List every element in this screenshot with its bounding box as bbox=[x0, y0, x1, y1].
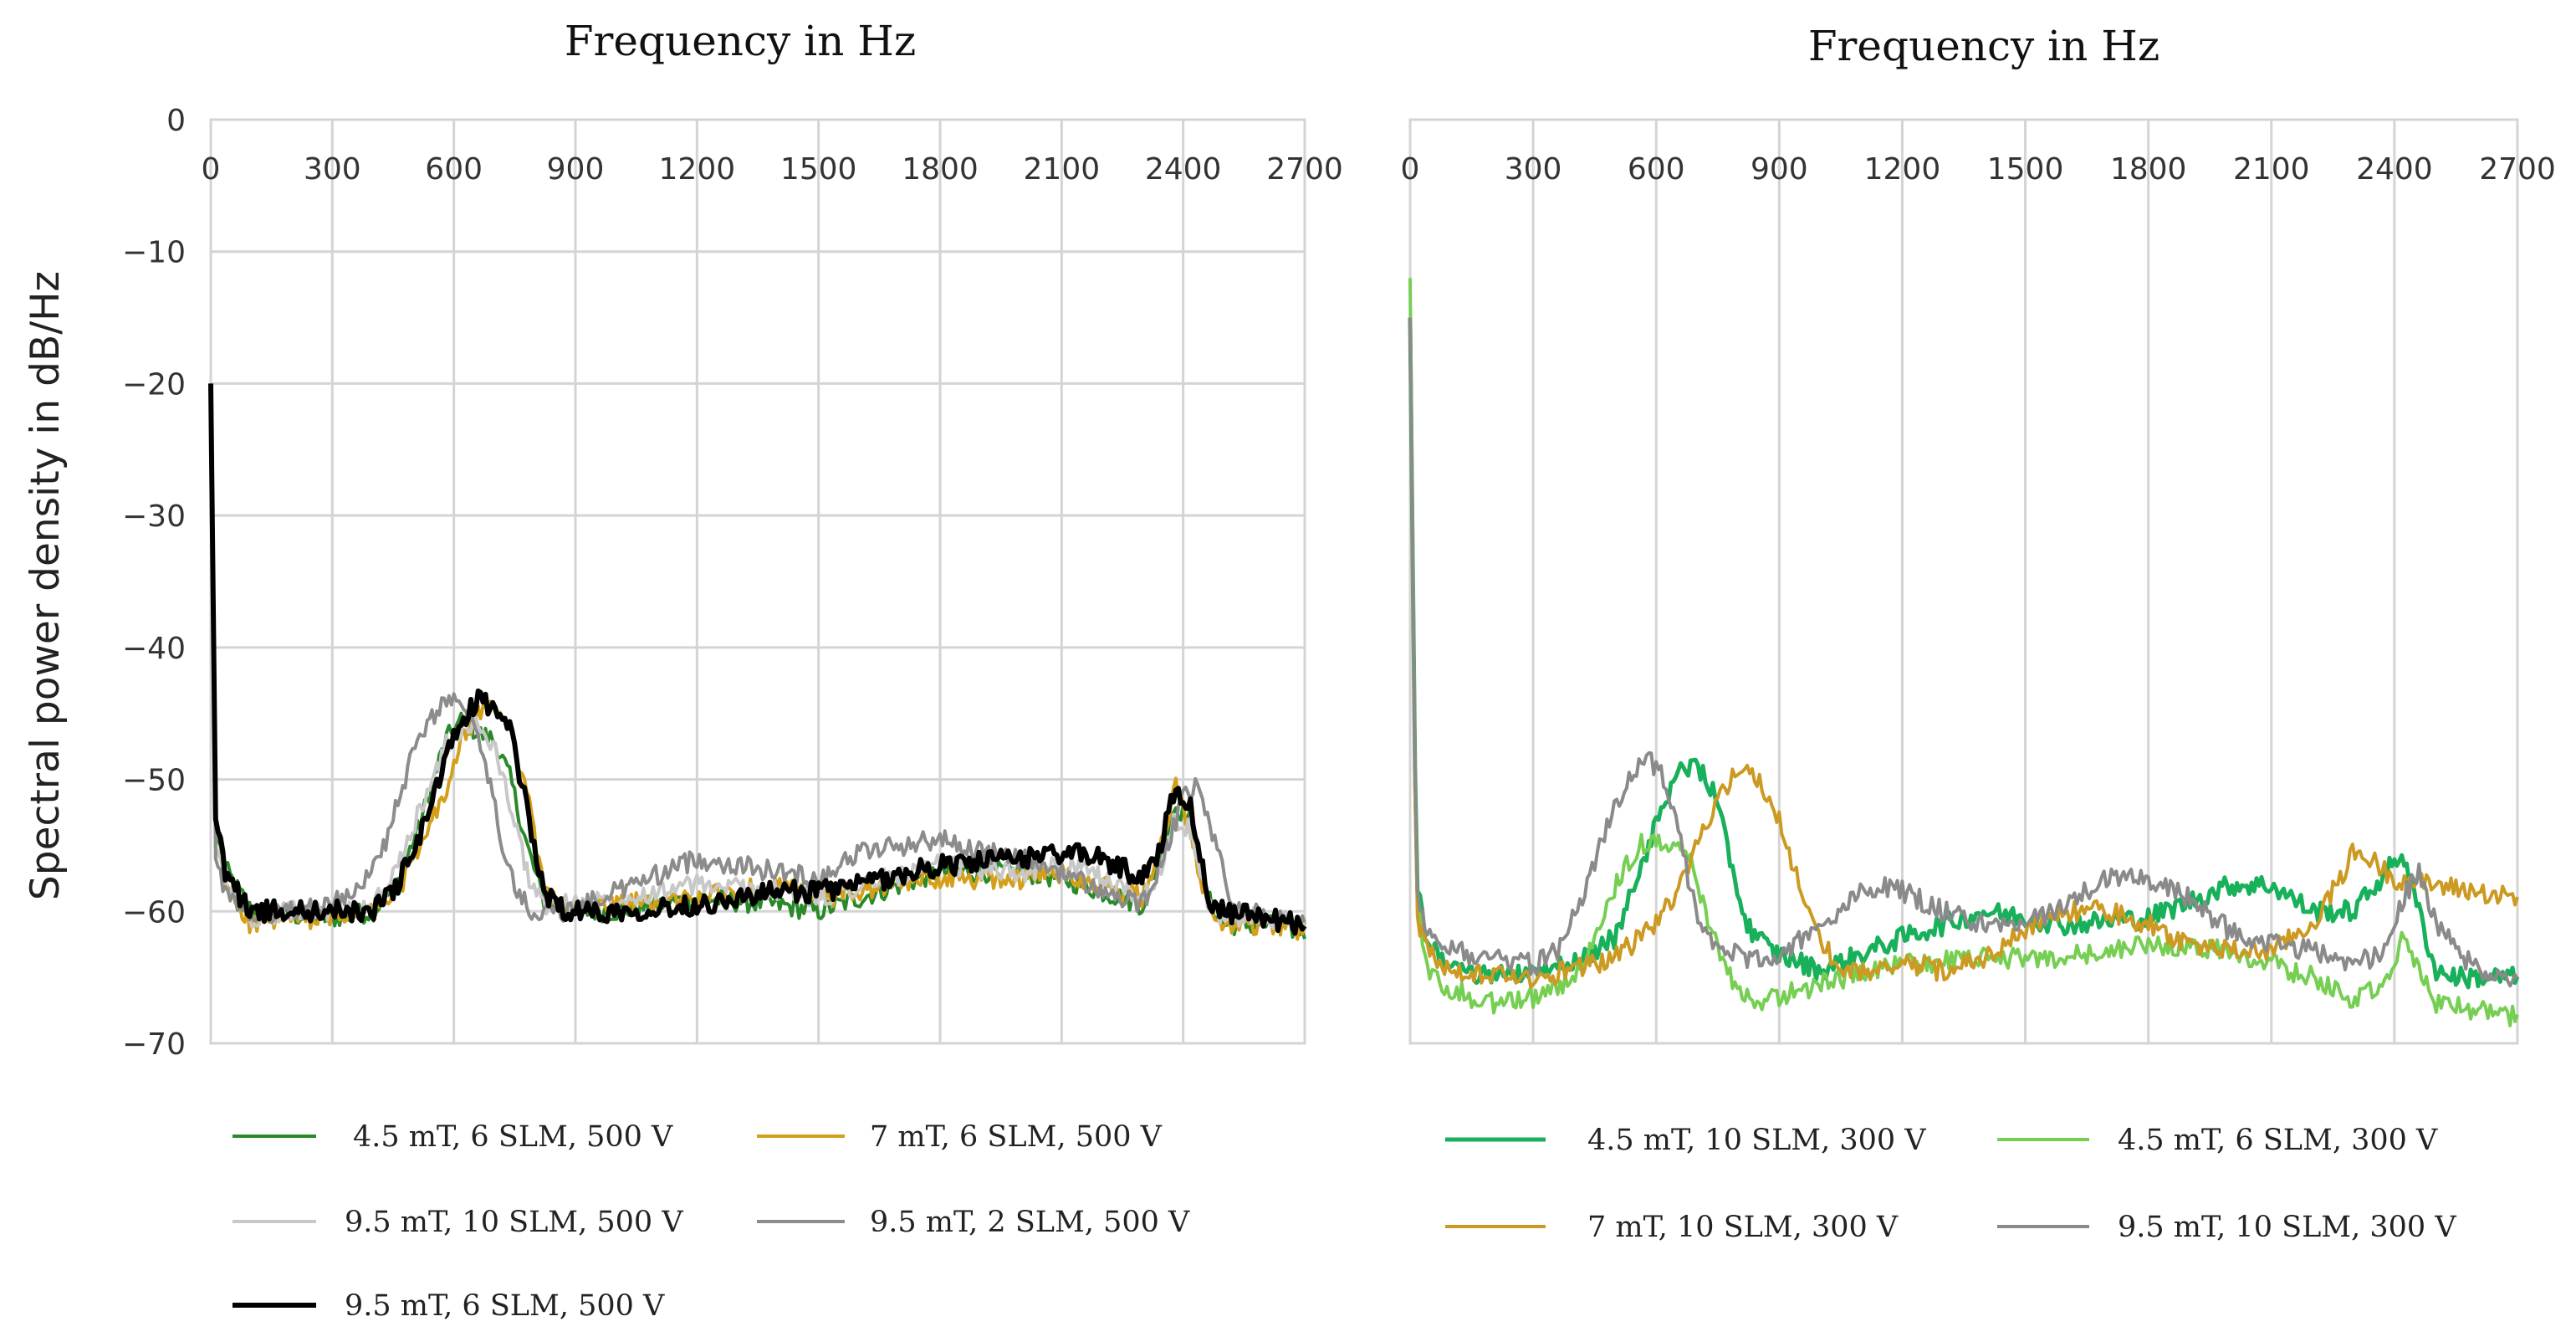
left-x-tick-label: 300 bbox=[304, 152, 361, 187]
left-series-line-3 bbox=[209, 383, 1306, 930]
right-x-tick-label: 2700 bbox=[2479, 152, 2556, 187]
y-axis-title: Spectral power density in dB/Hz bbox=[23, 271, 69, 900]
legend-label-9-5mt-6slm-500v: 9.5 mT, 6 SLM, 500 V bbox=[345, 1289, 665, 1323]
legend-label-4-5mt-6slm-300v: 4.5 mT, 6 SLM, 300 V bbox=[2118, 1124, 2438, 1157]
right-series-line-3 bbox=[1408, 317, 2519, 989]
left-series-line-4 bbox=[209, 409, 1306, 930]
y-tick-label: 0 bbox=[166, 104, 186, 138]
right-x-tick-label: 1500 bbox=[1987, 152, 2064, 187]
legend-label-9-5mt-2slm-500v: 9.5 mT, 2 SLM, 500 V bbox=[870, 1206, 1190, 1239]
legend-label-7mt-10slm-300v: 7 mT, 10 SLM, 300 V bbox=[1587, 1211, 1899, 1244]
legend-label-7mt-6slm-500v: 7 mT, 6 SLM, 500 V bbox=[870, 1120, 1163, 1154]
right-chart: 0 300 600 900 1200 1500 1800 2100 2400 2700 bbox=[1401, 118, 2556, 1045]
left-chart: 0 300 600 900 1200 1500 1800 2100 2400 2700 bbox=[202, 118, 1343, 1045]
left-x-axis-title: Frequency in Hz bbox=[565, 17, 916, 65]
y-tick-label: −70 bbox=[122, 1027, 186, 1062]
left-x-tick-label: 1500 bbox=[780, 152, 857, 187]
y-tick-label: −40 bbox=[122, 632, 186, 666]
legend-label-9-5mt-10slm-300v: 9.5 mT, 10 SLM, 300 V bbox=[2118, 1211, 2456, 1244]
left-series-line-5 bbox=[208, 383, 1307, 936]
right-x-tick-label: 300 bbox=[1505, 152, 1562, 187]
right-x-tick-label: 900 bbox=[1751, 152, 1808, 187]
left-x-tick-label: 2700 bbox=[1266, 152, 1343, 187]
y-tick-label: −50 bbox=[122, 764, 186, 798]
right-x-axis-title: Frequency in Hz bbox=[1808, 22, 2159, 70]
y-tick-label: −60 bbox=[122, 895, 186, 930]
legend-label-4-5mt-10slm-300v: 4.5 mT, 10 SLM, 300 V bbox=[1587, 1124, 1926, 1157]
right-plot-frame bbox=[1408, 118, 2519, 1045]
y-tick-label: −30 bbox=[122, 499, 186, 534]
y-tick-label: −20 bbox=[122, 367, 186, 402]
y-tick-label: −10 bbox=[122, 236, 186, 270]
right-series-line-2 bbox=[1408, 278, 2519, 1027]
legend-label-4-5mt-6slm-500v: 4.5 mT, 6 SLM, 500 V bbox=[353, 1120, 673, 1154]
left-x-tick-label: 1200 bbox=[659, 152, 736, 187]
right-x-tick-label: 2400 bbox=[2356, 152, 2433, 187]
left-x-tick-label: 2100 bbox=[1024, 152, 1101, 187]
right-series-line-4 bbox=[1408, 317, 2519, 988]
right-x-tick-label: 1200 bbox=[1864, 152, 1941, 187]
right-legend: 4.5 mT, 10 SLM, 300 V 4.5 mT, 6 SLM, 300… bbox=[1445, 1124, 2456, 1244]
legend-label-9-5mt-10slm-500v: 9.5 mT, 10 SLM, 500 V bbox=[345, 1206, 683, 1239]
right-x-tick-label: 2100 bbox=[2233, 152, 2310, 187]
left-x-tick-label: 1800 bbox=[902, 152, 979, 187]
right-x-tick-label: 600 bbox=[1628, 152, 1685, 187]
left-x-tick-label: 0 bbox=[202, 152, 221, 187]
right-x-tick-label: 1800 bbox=[2110, 152, 2187, 187]
y-tick-labels: 0 −10 −20 −30 −40 −50 −60 −70 bbox=[122, 104, 186, 1062]
right-series-line-1 bbox=[1408, 317, 2520, 990]
left-x-tick-label: 600 bbox=[425, 152, 483, 187]
right-x-tick-label: 0 bbox=[1401, 152, 1420, 187]
left-x-tick-label: 900 bbox=[547, 152, 605, 187]
left-legend: 4.5 mT, 6 SLM, 500 V 7 mT, 6 SLM, 500 V … bbox=[233, 1120, 1190, 1323]
left-x-tick-label: 2400 bbox=[1145, 152, 1222, 187]
